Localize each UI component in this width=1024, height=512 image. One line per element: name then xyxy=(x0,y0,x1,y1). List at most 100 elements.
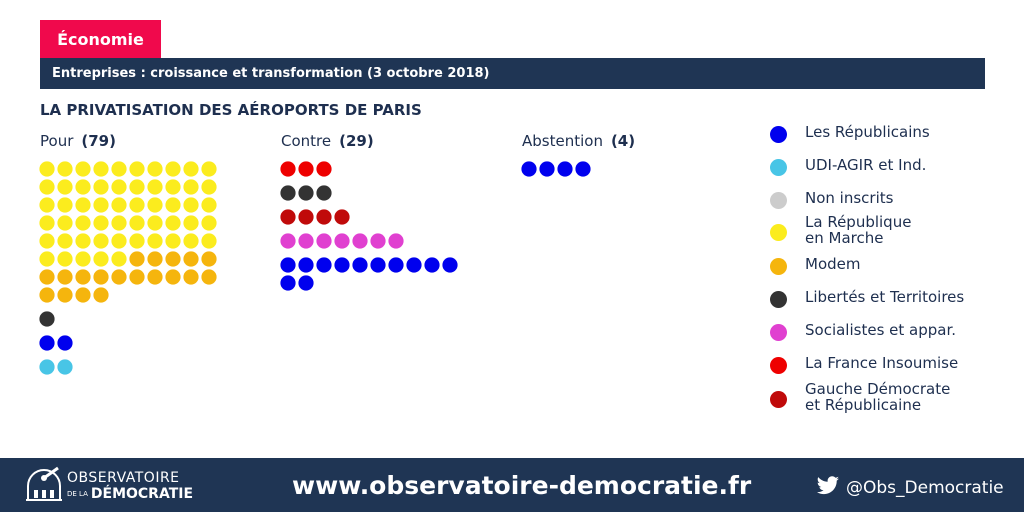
dot-1-libert-s-et-territoires xyxy=(316,185,332,201)
legend-swatch xyxy=(770,258,787,275)
dot-0-la-r-publique-en-marche xyxy=(147,215,163,231)
dot-0-modem xyxy=(147,269,163,285)
dot-0-modem xyxy=(201,269,217,285)
twitter-link[interactable]: @Obs_Democratie xyxy=(816,476,1004,500)
dot-1-les-r-publicains xyxy=(298,257,314,273)
dot-1-les-r-publicains xyxy=(298,275,314,291)
dot-0-la-r-publique-en-marche xyxy=(165,197,181,213)
dot-2-les-r-publicains xyxy=(539,161,555,177)
dot-0-modem xyxy=(183,269,199,285)
dot-0-la-r-publique-en-marche xyxy=(93,179,109,195)
dot-0-modem xyxy=(75,287,91,303)
dot-0-la-r-publique-en-marche xyxy=(147,161,163,177)
dot-0-la-r-publique-en-marche xyxy=(183,233,199,249)
group-header-contre: Contre (29) xyxy=(281,132,374,150)
dot-0-la-r-publique-en-marche xyxy=(201,161,217,177)
dot-1-socialistes-et-appar- xyxy=(370,233,386,249)
dot-0-la-r-publique-en-marche xyxy=(93,251,109,267)
dot-1-les-r-publicains xyxy=(406,257,422,273)
dot-0-modem xyxy=(93,287,109,303)
dot-1-socialistes-et-appar- xyxy=(334,233,350,249)
vote-subtitle: Entreprises : croissance et transformati… xyxy=(52,66,490,81)
dot-0-la-r-publique-en-marche xyxy=(57,197,73,213)
dot-1-les-r-publicains xyxy=(334,257,350,273)
vote-subtitle-bar: Entreprises : croissance et transformati… xyxy=(40,58,985,89)
dot-1-socialistes-et-appar- xyxy=(352,233,368,249)
legend-swatch xyxy=(770,324,787,341)
legend-label: Non inscrits xyxy=(805,189,894,207)
dot-2-les-r-publicains xyxy=(521,161,537,177)
dot-0-la-r-publique-en-marche xyxy=(75,251,91,267)
dot-1-la-france-insoumise xyxy=(280,161,296,177)
dot-1-les-r-publicains xyxy=(370,257,386,273)
dot-1-les-r-publicains xyxy=(442,257,458,273)
dot-0-la-r-publique-en-marche xyxy=(57,251,73,267)
dot-0-la-r-publique-en-marche xyxy=(129,233,145,249)
dot-0-la-r-publique-en-marche xyxy=(39,161,55,177)
dot-0-modem xyxy=(129,269,145,285)
dot-0-modem xyxy=(129,251,145,267)
dot-0-la-r-publique-en-marche xyxy=(93,161,109,177)
dot-0-la-r-publique-en-marche xyxy=(111,197,127,213)
dot-0-la-r-publique-en-marche xyxy=(183,197,199,213)
dot-0-la-r-publique-en-marche xyxy=(75,179,91,195)
legend-label: Socialistes et appar. xyxy=(805,321,957,339)
dot-1-la-france-insoumise xyxy=(316,161,332,177)
dot-0-la-r-publique-en-marche xyxy=(39,197,55,213)
logo-line2: DE LA DÉMOCRATIE xyxy=(67,486,193,502)
dot-1-les-r-publicains xyxy=(352,257,368,273)
dot-0-la-r-publique-en-marche xyxy=(111,179,127,195)
dot-1-les-r-publicains xyxy=(424,257,440,273)
dot-0-la-r-publique-en-marche xyxy=(57,215,73,231)
legend-swatch xyxy=(770,126,787,143)
dot-1-gauche-d-mocrate-et-r-publicaine xyxy=(298,209,314,225)
dot-0-la-r-publique-en-marche xyxy=(111,251,127,267)
group-count-contre: (29) xyxy=(339,132,374,150)
group-label-pour: Pour xyxy=(40,132,74,150)
chart-title: LA PRIVATISATION DES AÉROPORTS DE PARIS xyxy=(40,101,422,119)
dot-1-gauche-d-mocrate-et-r-publicaine xyxy=(334,209,350,225)
dot-0-la-r-publique-en-marche xyxy=(39,179,55,195)
dot-1-socialistes-et-appar- xyxy=(298,233,314,249)
dot-0-libert-s-et-territoires xyxy=(39,311,55,327)
logo-line2-main: DÉMOCRATIE xyxy=(90,486,194,502)
dot-0-la-r-publique-en-marche xyxy=(111,161,127,177)
dot-0-la-r-publique-en-marche xyxy=(93,215,109,231)
dot-0-modem xyxy=(147,251,163,267)
dot-1-socialistes-et-appar- xyxy=(388,233,404,249)
dot-0-la-r-publique-en-marche xyxy=(75,215,91,231)
dot-0-la-r-publique-en-marche xyxy=(201,179,217,195)
dot-0-la-r-publique-en-marche xyxy=(111,233,127,249)
legend-label: Gauche Démocrate et Républicaine xyxy=(805,380,951,414)
dot-1-les-r-publicains xyxy=(280,257,296,273)
twitter-bird-icon xyxy=(816,476,840,500)
logo-wordmark: OBSERVATOIRE DE LA DÉMOCRATIE xyxy=(67,470,193,502)
dot-0-la-r-publique-en-marche xyxy=(201,197,217,213)
dot-0-la-r-publique-en-marche xyxy=(39,233,55,249)
dot-0-modem xyxy=(183,251,199,267)
dot-0-modem xyxy=(165,251,181,267)
dot-0-modem xyxy=(111,269,127,285)
dot-0-la-r-publique-en-marche xyxy=(93,233,109,249)
dot-0-les-r-publicains xyxy=(39,335,55,351)
dot-1-les-r-publicains xyxy=(316,257,332,273)
dot-0-la-r-publique-en-marche xyxy=(183,179,199,195)
dot-1-socialistes-et-appar- xyxy=(280,233,296,249)
site-url-link[interactable]: www.observatoire-democratie.fr xyxy=(292,471,752,500)
legend-label: Libertés et Territoires xyxy=(805,288,965,306)
dot-1-la-france-insoumise xyxy=(298,161,314,177)
dot-0-la-r-publique-en-marche xyxy=(129,215,145,231)
legend-swatch xyxy=(770,192,787,209)
group-header-abstention: Abstention (4) xyxy=(522,132,635,150)
legend-label: La République en Marche xyxy=(805,213,912,247)
observatory-dome-icon xyxy=(24,466,64,506)
legend-swatch xyxy=(770,391,787,408)
dot-0-udi-agir-et-ind- xyxy=(39,359,55,375)
dot-1-libert-s-et-territoires xyxy=(280,185,296,201)
twitter-handle: @Obs_Democratie xyxy=(846,478,1004,498)
dot-0-la-r-publique-en-marche xyxy=(57,161,73,177)
dot-0-modem xyxy=(39,269,55,285)
dot-0-la-r-publique-en-marche xyxy=(201,233,217,249)
footer-bar: OBSERVATOIRE DE LA DÉMOCRATIE www.observa… xyxy=(0,458,1024,512)
dot-1-gauche-d-mocrate-et-r-publicaine xyxy=(280,209,296,225)
